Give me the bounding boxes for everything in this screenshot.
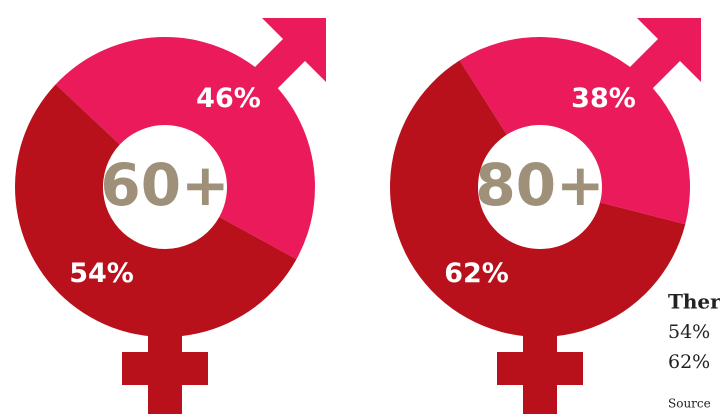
value-label: 62% xyxy=(444,258,509,289)
value-label: 54% xyxy=(69,258,134,289)
center-label: 80+ xyxy=(475,151,604,219)
value-label: 38% xyxy=(571,83,636,114)
value-label: 46% xyxy=(196,83,261,114)
donut-slice xyxy=(55,36,316,260)
center-label: 60+ xyxy=(100,151,229,219)
note-source: Source xyxy=(668,397,711,411)
note-heading: Ther xyxy=(668,290,720,314)
donut-slice xyxy=(390,60,686,337)
female-cross-bar xyxy=(497,352,583,385)
note-line: 62% xyxy=(668,351,710,373)
donut-slice xyxy=(459,36,690,225)
note-line: 54% xyxy=(668,321,710,343)
donut-slice xyxy=(15,84,297,337)
female-cross-bar xyxy=(122,352,208,385)
